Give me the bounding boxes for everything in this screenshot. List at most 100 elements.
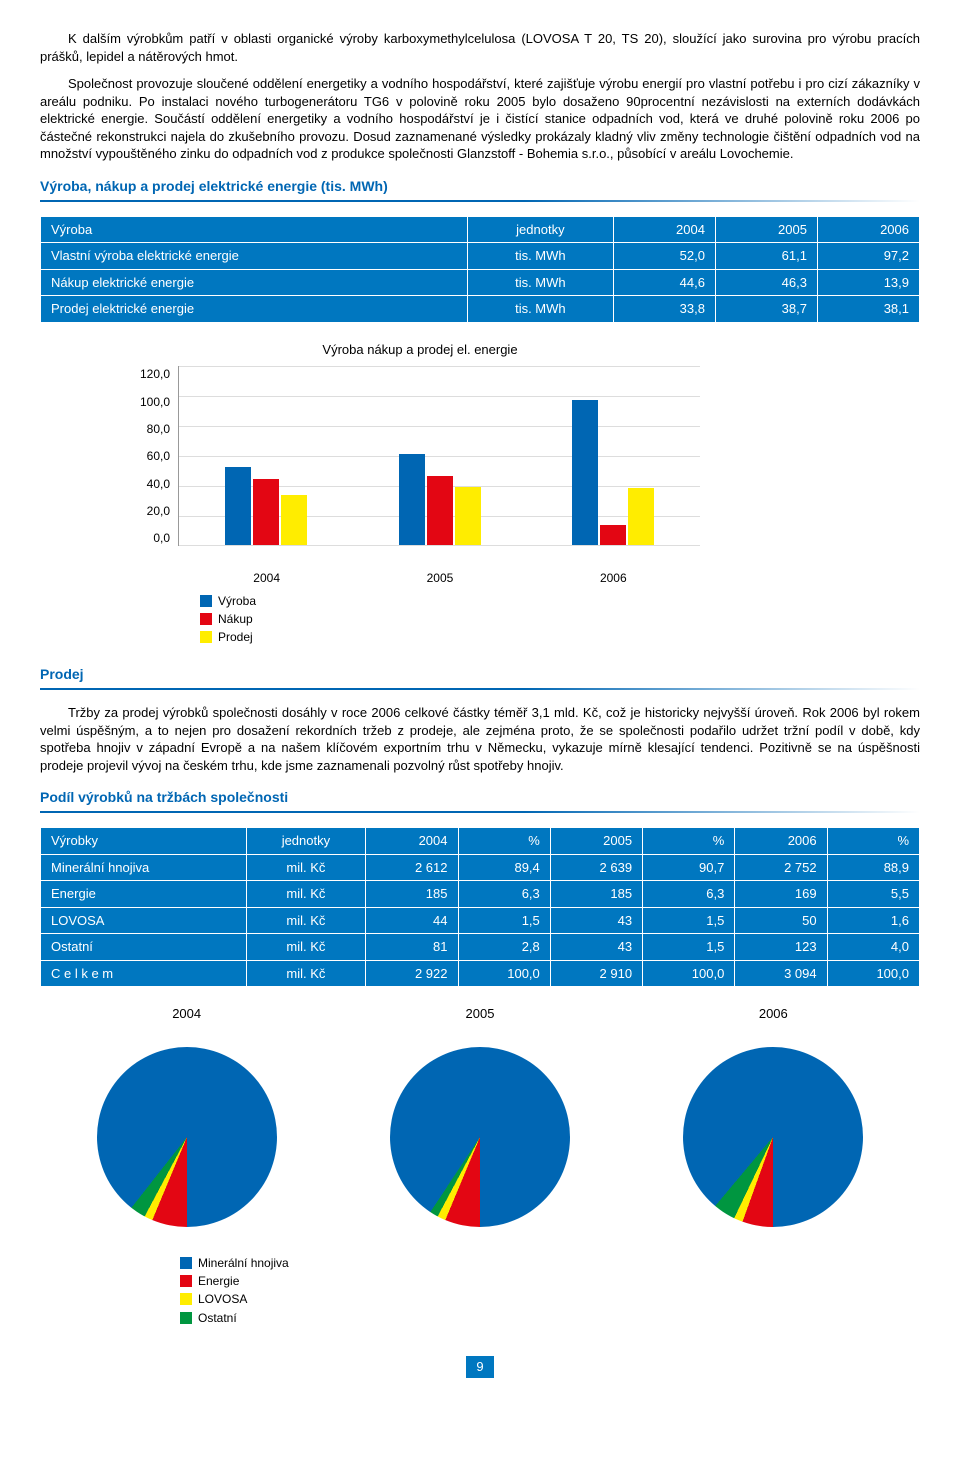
table-cell: 13,9 [817,269,919,296]
rule [40,688,920,690]
table-cell: 100,0 [827,960,919,987]
table-cell: Energie [41,881,247,908]
table-cell: 3 094 [735,960,827,987]
bar [281,495,307,546]
bar [225,467,251,545]
table-cell: 4,0 [827,934,919,961]
pie-charts-row: 2004 2005 2006 [40,1005,920,1227]
table-cell: 43 [550,934,642,961]
table-cell: 2 639 [550,854,642,881]
section-title-podil: Podíl výrobků na tržbách společnosti [40,788,920,807]
pie-legend: Minerální hnojivaEnergieLOVOSAOstatní [180,1255,920,1326]
table-cell: 33,8 [613,296,715,323]
table-energy: Výrobajednotky200420052006 Vlastní výrob… [40,216,920,323]
table-cell: 123 [735,934,827,961]
table-cell: 46,3 [715,269,817,296]
paragraph-1: K dalším výrobkům patří v oblasti organi… [40,30,920,65]
table-cell: 38,7 [715,296,817,323]
bar-chart-legend: VýrobaNákupProdej [200,593,700,646]
table-header: jednotky [467,216,613,243]
table-cell: 88,9 [827,854,919,881]
table-cell: 44 [366,907,458,934]
table-products: Výrobkyjednotky2004%2005%2006% Minerální… [40,827,920,987]
table-cell: mil. Kč [246,934,366,961]
table-cell: 90,7 [643,854,735,881]
table-cell: 2 910 [550,960,642,987]
table-cell: tis. MWh [467,243,613,270]
bar [628,488,654,545]
table-header: Výroba [41,216,468,243]
table-cell: 185 [550,881,642,908]
table-cell: Nákup elektrické energie [41,269,468,296]
table-cell: Minerální hnojiva [41,854,247,881]
table-header: % [458,828,550,855]
table-cell: 169 [735,881,827,908]
table-cell: 100,0 [458,960,550,987]
table-cell: Vlastní výroba elektrické energie [41,243,468,270]
table-cell: 5,5 [827,881,919,908]
table-cell: 100,0 [643,960,735,987]
table-header: 2005 [715,216,817,243]
table-cell: 50 [735,907,827,934]
bar-chart-y-axis: 120,0100,080,060,040,020,00,0 [140,366,178,546]
bar-chart: Výroba nákup a prodej el. energie 120,01… [140,341,700,645]
table-cell: 6,3 [643,881,735,908]
pie-chart [97,1047,277,1227]
pie-chart [390,1047,570,1227]
bar-chart-x-labels: 200420052006 [180,570,700,586]
table-header: Výrobky [41,828,247,855]
table-cell: 2 752 [735,854,827,881]
table-header: 2006 [735,828,827,855]
table-cell: 6,3 [458,881,550,908]
table-header: 2005 [550,828,642,855]
paragraph-3: Tržby za prodej výrobků společnosti dosá… [40,704,920,774]
pie-year-label: 2006 [683,1005,863,1023]
table-cell: mil. Kč [246,960,366,987]
table-header: 2004 [613,216,715,243]
table-cell: 89,4 [458,854,550,881]
bar [253,479,279,546]
bar [399,454,425,546]
table-cell: 81 [366,934,458,961]
table-cell: mil. Kč [246,907,366,934]
table-cell: 61,1 [715,243,817,270]
pie-year-label: 2005 [390,1005,570,1023]
table-cell: 97,2 [817,243,919,270]
section-title-energy: Výroba, nákup a prodej elektrické energi… [40,177,920,196]
table-cell: 52,0 [613,243,715,270]
table-header: % [827,828,919,855]
paragraph-2: Společnost provozuje sloučené oddělení e… [40,75,920,163]
bar [455,487,481,545]
table-cell: 2,8 [458,934,550,961]
table-cell: 185 [366,881,458,908]
table-cell: 2 922 [366,960,458,987]
bar [600,525,626,546]
table-cell: 2 612 [366,854,458,881]
table-cell: 1,5 [643,907,735,934]
table-header: % [643,828,735,855]
pie-year-label: 2004 [97,1005,277,1023]
table-header: jednotky [246,828,366,855]
table-cell: C e l k e m [41,960,247,987]
bar-chart-plot [178,366,700,546]
table-cell: mil. Kč [246,854,366,881]
table-cell: 38,1 [817,296,919,323]
bar-chart-title: Výroba nákup a prodej el. energie [140,341,700,359]
table-cell: tis. MWh [467,296,613,323]
table-cell: 1,5 [458,907,550,934]
bar [572,400,598,546]
table-cell: Prodej elektrické energie [41,296,468,323]
table-cell: 1,6 [827,907,919,934]
rule [40,200,920,202]
page-number: 9 [466,1356,494,1378]
pie-chart [683,1047,863,1227]
table-cell: 43 [550,907,642,934]
table-header: 2004 [366,828,458,855]
table-cell: 1,5 [643,934,735,961]
section-title-prodej: Prodej [40,665,920,684]
table-cell: tis. MWh [467,269,613,296]
table-cell: 44,6 [613,269,715,296]
table-header: 2006 [817,216,919,243]
table-cell: LOVOSA [41,907,247,934]
table-cell: Ostatní [41,934,247,961]
